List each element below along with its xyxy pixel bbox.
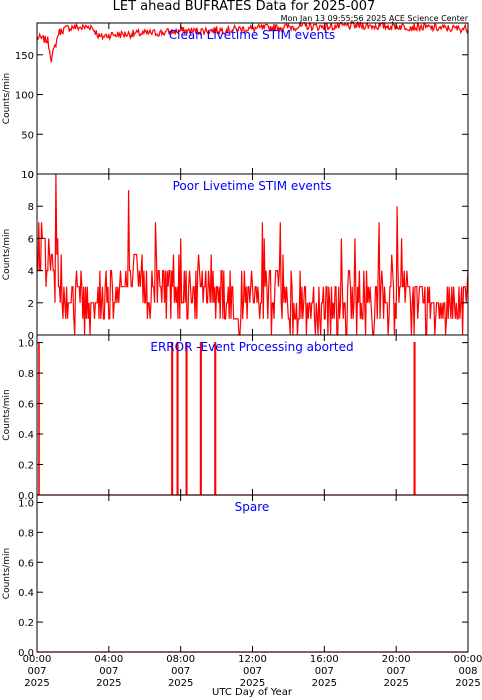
x-tick-day-label: 007 [387, 666, 406, 677]
y-tick-label: 0.8 [18, 369, 34, 380]
x-tick-time-label: 00:00 [23, 654, 52, 665]
x-tick-year-label: 2025 [383, 678, 408, 689]
x-tick-time-label: 20:00 [382, 654, 411, 665]
panel-3: 0.0 0.2 0.4 0.6 0.8 1.0 Counts/min ERROR -Event… [2, 334, 469, 502]
y-tick-label: 0.4 [18, 430, 34, 441]
x-axis: 00:00007202504:00007202508:00007202512:0… [23, 654, 482, 689]
y-axis-label: Counts/min [2, 548, 12, 599]
x-tick-year-label: 2025 [455, 678, 480, 689]
x-tick-year-label: 2025 [240, 678, 265, 689]
generation-timestamp: Mon Jan 13 09:55:56 2025 ACE Science Cen… [281, 14, 469, 23]
y-tick-label: 0.2 [18, 618, 34, 629]
x-tick-year-label: 2025 [168, 678, 193, 689]
x-axis-label: UTC Day of Year [212, 687, 293, 698]
y-tick-label: 0 [28, 170, 34, 181]
x-tick-day-label: 007 [315, 666, 334, 677]
y-tick-label: 0.8 [18, 528, 34, 539]
y-tick-label: 6 [28, 234, 34, 245]
series-line [37, 173, 469, 336]
figure-title: LET ahead BUFRATES Data for 2025-007 [113, 0, 376, 14]
panel-title: Spare [235, 500, 270, 514]
y-tick-label: 10 [21, 170, 34, 181]
y-tick-label: 0.6 [18, 558, 34, 569]
panel-frame [36, 22, 469, 175]
y-tick-label: 50 [21, 130, 34, 141]
y-tick-label: 0.0 [18, 648, 34, 659]
y-axis-label: Counts/min [2, 229, 12, 280]
panel-title: ERROR -Event Processing aborted [150, 340, 353, 354]
y-tick-label: 0.0 [18, 491, 34, 502]
y-tick-label: 150 [15, 51, 34, 62]
x-tick-year-label: 2025 [96, 678, 121, 689]
x-tick-day-label: 007 [99, 666, 118, 677]
panel-2: 0 2 4 6 8 10 Counts/min Poor Livetime STIM even… [2, 170, 469, 342]
panel-title: Poor Livetime STIM events [173, 179, 332, 193]
x-tick-time-label: 16:00 [310, 654, 339, 665]
y-tick-label: 0 [28, 331, 34, 342]
panel-frame [36, 494, 469, 653]
y-axis-label: Counts/min [2, 389, 12, 440]
panel-frame [36, 334, 469, 496]
x-tick-day-label: 007 [243, 666, 262, 677]
y-tick-label: 100 [15, 91, 34, 102]
y-tick-label: 4 [28, 267, 34, 278]
x-tick-time-label: 12:00 [238, 654, 267, 665]
x-tick-year-label: 2025 [312, 678, 337, 689]
y-tick-label: 0.4 [18, 588, 34, 599]
x-tick-time-label: 08:00 [166, 654, 195, 665]
panel-1: 0 50 100 150 Counts/min Clean Livetime STIM e… [2, 20, 469, 181]
series-line [37, 342, 468, 496]
x-tick-time-label: 00:00 [454, 654, 482, 665]
y-tick-label: 1.0 [18, 339, 34, 350]
y-tick-label: 1.0 [18, 498, 34, 509]
x-tick-day-label: 007 [171, 666, 190, 677]
y-axis-label: Counts/min [2, 73, 12, 124]
x-tick-year-label: 2025 [24, 678, 49, 689]
panel-4: 0.0 0.2 0.4 0.6 0.8 1.0 Counts/min Spare [2, 494, 469, 659]
y-tick-label: 0.6 [18, 400, 34, 411]
panel-title: Clean Livetime STIM events [169, 28, 335, 42]
x-tick-day-label: 007 [27, 666, 46, 677]
y-tick-label: 8 [28, 202, 34, 213]
y-tick-label: 0.2 [18, 461, 34, 472]
x-tick-time-label: 04:00 [94, 654, 123, 665]
x-tick-day-label: 008 [458, 666, 477, 677]
y-tick-label: 2 [28, 299, 34, 310]
